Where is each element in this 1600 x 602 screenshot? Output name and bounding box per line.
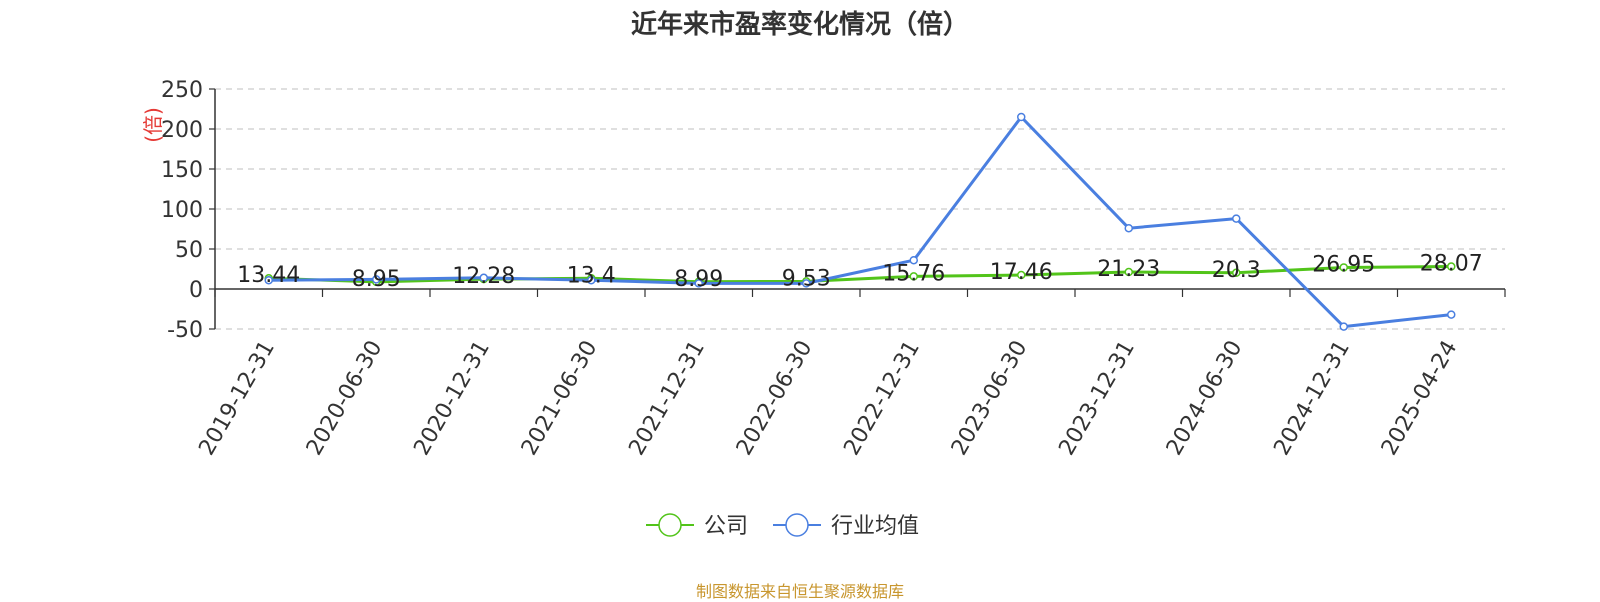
data-label: 15.76 — [882, 261, 945, 286]
company-point — [1017, 270, 1026, 280]
y-tick-label: 250 — [161, 78, 203, 103]
x-tick-label: 2022-12-31 — [839, 337, 925, 460]
data-label: 13.44 — [237, 263, 300, 288]
legend-label: 公司 — [704, 514, 748, 539]
data-label: 21.23 — [1097, 257, 1160, 282]
y-tick-label: -50 — [167, 318, 203, 343]
x-tick-label: 2023-06-30 — [947, 337, 1033, 460]
industry-point — [909, 255, 918, 265]
legend-item-company: 公司 — [646, 513, 748, 539]
company-point — [1232, 268, 1241, 278]
industry-point — [587, 275, 596, 285]
x-tick-label: 2025-04-24 — [1377, 337, 1463, 460]
data-label: 28.07 — [1420, 252, 1483, 277]
chart-title: 近年来市盈率变化情况（倍） — [630, 10, 969, 40]
industry-point — [1339, 322, 1348, 331]
data-label: 20.3 — [1212, 258, 1261, 283]
x-tick-label: 2024-06-30 — [1162, 337, 1248, 460]
legend-marker — [658, 513, 682, 537]
company-line — [268, 265, 1452, 284]
company-point — [909, 272, 918, 281]
data-label: 13.4 — [567, 263, 616, 288]
company-point — [1447, 262, 1456, 271]
x-tick-label: 2020-06-30 — [302, 337, 388, 460]
legend: 公司 行业均值 — [646, 513, 919, 539]
y-tick-label: 0 — [189, 278, 203, 303]
company-point — [1124, 267, 1133, 277]
data-label: 12.28 — [452, 264, 515, 289]
industry-point — [694, 279, 703, 288]
industry-point — [479, 273, 488, 283]
x-tick-label: 2019-12-31 — [194, 337, 280, 460]
y-tick-label: 150 — [161, 158, 203, 183]
x-tick-label: 2020-12-31 — [409, 337, 495, 460]
industry-point — [264, 275, 273, 285]
x-tick-label: 2022-06-30 — [732, 337, 818, 460]
industry-point — [372, 275, 381, 284]
y-axis-label: (倍) — [141, 107, 165, 143]
data-label: 8.95 — [352, 267, 401, 292]
data-label: 8.99 — [674, 267, 723, 292]
y-tick-label: 50 — [175, 238, 203, 263]
industry-point — [1447, 310, 1456, 319]
industry-point — [1017, 112, 1026, 122]
data-labels: 13.44 8.95 12.28 13.4 8.99 9.53 15.76 17.46 21.2… — [237, 252, 1482, 292]
industry-line — [268, 115, 1452, 329]
x-tick-label: 2023-12-31 — [1054, 337, 1140, 460]
x-tick-label: 2021-06-30 — [517, 337, 603, 460]
industry-point — [1232, 214, 1241, 223]
y-tick-label: 100 — [161, 198, 203, 223]
industry-point — [1124, 223, 1133, 233]
company-point — [1339, 263, 1348, 272]
legend-label: 行业均值 — [831, 514, 919, 539]
legend-item-industry: 行业均值 — [773, 513, 919, 539]
data-label: 9.53 — [782, 266, 831, 291]
source-note: 制图数据来自恒生聚源数据库 — [695, 582, 904, 601]
industry-point — [802, 279, 811, 288]
y-tick-label: 200 — [161, 118, 203, 143]
data-label: 17.46 — [990, 260, 1053, 285]
grid-lines — [215, 88, 1505, 330]
data-label: 26.95 — [1312, 252, 1375, 277]
series-lines — [264, 112, 1456, 331]
x-tick-label: 2024-12-31 — [1269, 337, 1355, 460]
legend-marker — [785, 513, 809, 537]
x-tick-label: 2021-12-31 — [624, 337, 710, 460]
